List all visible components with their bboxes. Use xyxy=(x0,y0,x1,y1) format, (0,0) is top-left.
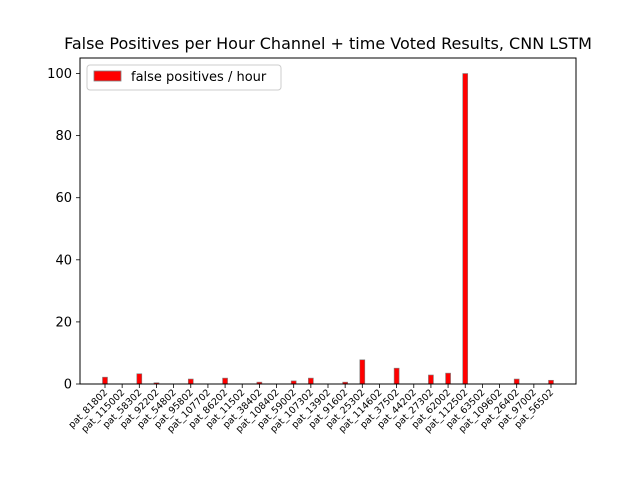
bar-pat_112502 xyxy=(462,73,469,385)
legend-swatch xyxy=(93,70,122,82)
plot-frame xyxy=(79,57,577,385)
bar-pat_26402 xyxy=(513,378,520,385)
legend: false positives / hour xyxy=(86,64,282,91)
legend-box xyxy=(86,64,282,91)
y-tick-label-100: 100 xyxy=(47,67,72,82)
y-tick-label-20: 20 xyxy=(55,315,72,330)
bar-pat_62002 xyxy=(445,372,451,385)
x-axis: pat_81802pat_115002pat_58302pat_92202pat… xyxy=(67,384,556,435)
y-axis: 0 20 40 60 80 100 xyxy=(47,67,80,393)
bar-pat_107302 xyxy=(308,377,314,385)
chart-title: False Positives per Hour Channel + time … xyxy=(64,34,592,53)
bar-pat_95802 xyxy=(187,378,194,385)
bars-group xyxy=(102,73,554,385)
y-tick-label-60: 60 xyxy=(55,191,72,206)
bar-pat_56502 xyxy=(548,379,554,385)
legend-label: false positives / hour xyxy=(131,70,267,85)
bar-pat_81802 xyxy=(102,376,108,385)
bar-pat_37502 xyxy=(393,367,400,385)
y-tick-label-0: 0 xyxy=(64,378,72,393)
bar-pat_86202 xyxy=(222,377,228,385)
y-tick-label-80: 80 xyxy=(55,129,72,144)
bar-pat_27302 xyxy=(428,374,434,385)
y-tick-label-40: 40 xyxy=(55,253,72,268)
bar-pat_58302 xyxy=(136,373,143,385)
bar-pat_25302 xyxy=(359,359,366,385)
